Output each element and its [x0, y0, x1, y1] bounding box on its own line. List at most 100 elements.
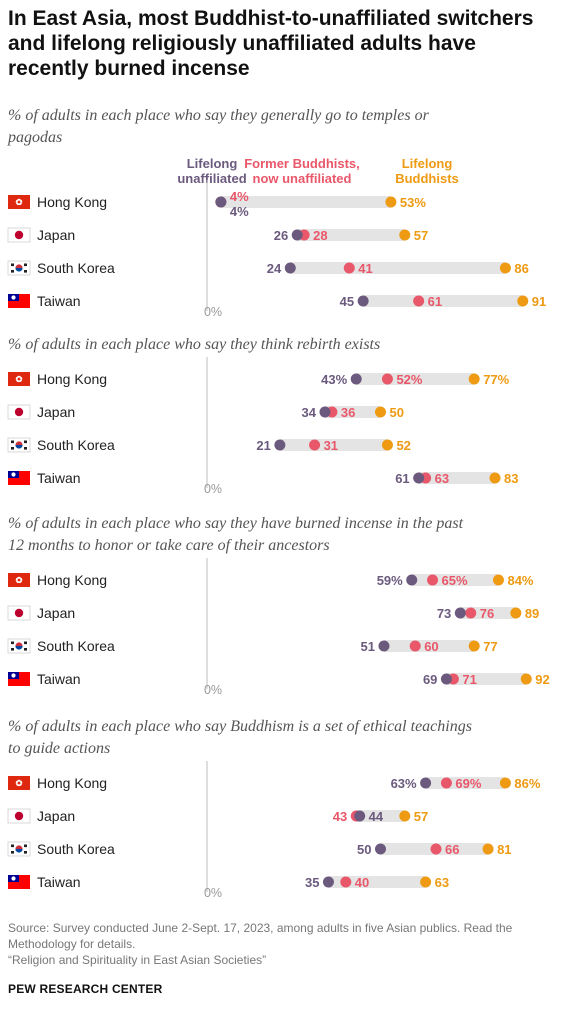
japan-flag-icon — [7, 404, 31, 420]
country-label: Hong Kong — [37, 371, 107, 387]
dot-lifelong-buddhists — [385, 196, 397, 208]
dot-lifelong-unaffiliated — [357, 295, 369, 307]
hong-kong-flag-icon — [8, 195, 30, 209]
country-label: South Korea — [37, 841, 115, 857]
dot-lifelong-unaffiliated — [350, 373, 362, 385]
label-former-buddhists: 52% — [396, 372, 422, 387]
label-lifelong-unaffiliated: 43% — [321, 372, 347, 387]
row-japan: Japan 43 44 57 — [7, 808, 428, 824]
row-south-korea: South Korea 21 31 52 — [7, 437, 411, 453]
row-hong-kong: Hong Kong 59% 65% 84% — [8, 572, 534, 588]
dot-former-buddhists — [309, 439, 321, 451]
label-lifelong-buddhists: 92 — [535, 672, 549, 687]
label-lifelong-unaffiliated: 51 — [361, 639, 375, 654]
dot-lifelong-buddhists — [375, 406, 386, 418]
label-former-buddhists: 4% — [230, 189, 249, 204]
row-south-korea: South Korea 50 66 81 — [7, 841, 512, 857]
country-label: Taiwan — [37, 671, 81, 687]
panel-subtitle: pagodas — [7, 129, 62, 146]
row-south-korea: South Korea 51 60 77 — [7, 638, 498, 654]
dot-lifelong-unaffiliated — [274, 439, 286, 451]
range-bar — [290, 262, 506, 274]
taiwan-flag-icon — [8, 672, 30, 686]
legend-lifelong-buddhists: Lifelong — [402, 156, 453, 171]
dot-lifelong-buddhists — [468, 640, 480, 652]
south-korea-flag-icon — [7, 437, 31, 453]
country-label: Hong Kong — [37, 572, 107, 588]
label-former-buddhists: 65% — [442, 573, 468, 588]
dot-lifelong-unaffiliated — [420, 777, 432, 789]
dot-lifelong-unaffiliated — [319, 406, 331, 418]
dot-lifelong-buddhists — [520, 673, 532, 685]
label-former-buddhists: 41 — [358, 261, 372, 276]
dot-lifelong-buddhists — [420, 876, 432, 888]
label-lifelong-unaffiliated: 44 — [369, 809, 384, 824]
axis-zero-label: 0% — [204, 683, 222, 697]
legend-lifelong-unaffiliated: unaffiliated — [177, 171, 246, 186]
range-bar — [363, 295, 523, 307]
row-taiwan: Taiwan 61 63 83 — [8, 470, 518, 486]
label-lifelong-unaffiliated: 34 — [302, 405, 317, 420]
label-former-buddhists: 71 — [462, 672, 476, 687]
dot-former-buddhists — [340, 876, 352, 888]
label-lifelong-buddhists: 91 — [532, 294, 546, 309]
dot-former-buddhists — [381, 373, 393, 385]
country-label: South Korea — [37, 638, 115, 654]
taiwan-flag-icon — [8, 294, 30, 308]
hong-kong-flag-icon — [8, 372, 30, 386]
country-label: South Korea — [37, 260, 115, 276]
axis-zero-label: 0% — [204, 305, 222, 319]
label-former-buddhists: 28 — [313, 228, 327, 243]
dot-lifelong-buddhists — [489, 472, 501, 484]
label-former-buddhists: 43 — [333, 809, 347, 824]
row-hong-kong: Hong Kong 43% 52% 77% — [8, 371, 510, 387]
country-label: South Korea — [37, 437, 115, 453]
panel-subtitle: % of adults in each place who say Buddhi… — [8, 718, 472, 735]
axis-zero-label: 0% — [204, 886, 222, 900]
label-lifelong-buddhists: 86 — [514, 261, 528, 276]
label-lifelong-buddhists: 89 — [525, 606, 539, 621]
label-lifelong-unaffiliated: 73 — [437, 606, 451, 621]
label-lifelong-unaffiliated: 45 — [340, 294, 354, 309]
axis-zero-label: 0% — [204, 482, 222, 496]
dot-lifelong-unaffiliated — [406, 574, 418, 586]
chart-title: In East Asia, most Buddhist-to-unaffilia… — [8, 7, 534, 80]
japan-flag-icon — [7, 605, 31, 621]
legend-lifelong-buddhists: Buddhists — [395, 171, 459, 186]
dot-lifelong-buddhists — [381, 439, 393, 451]
south-korea-flag-icon — [7, 841, 31, 857]
dot-lifelong-unaffiliated — [413, 472, 425, 484]
label-lifelong-buddhists: 63 — [435, 875, 449, 890]
hong-kong-flag-icon — [8, 573, 30, 587]
country-label: Taiwan — [37, 293, 81, 309]
panel-subtitle: % of adults in each place who say they h… — [8, 515, 464, 532]
label-former-buddhists: 31 — [324, 438, 338, 453]
label-former-buddhists: 61 — [428, 294, 442, 309]
label-former-buddhists: 36 — [341, 405, 355, 420]
row-japan: Japan 26 28 57 — [7, 227, 428, 243]
dot-former-buddhists — [430, 843, 442, 855]
dot-former-buddhists — [465, 607, 477, 619]
label-lifelong-unaffiliated: 69 — [423, 672, 437, 687]
dot-lifelong-buddhists — [468, 373, 480, 385]
dot-lifelong-buddhists — [492, 574, 504, 586]
dot-lifelong-unaffiliated — [378, 640, 390, 652]
dot-lifelong-buddhists — [499, 262, 511, 274]
dot-lifelong-unaffiliated — [215, 196, 227, 208]
dot-lifelong-buddhists — [399, 229, 411, 241]
label-lifelong-buddhists: 77 — [483, 639, 497, 654]
dot-former-buddhists — [343, 262, 355, 274]
range-bar — [356, 810, 405, 822]
row-hong-kong: Hong Kong 63% 69% 86% — [8, 775, 541, 791]
range-bar — [220, 196, 391, 208]
chart-panel-3: % of adults in each place who say they h… — [7, 515, 550, 697]
panel-subtitle: % of adults in each place who say they t… — [8, 336, 380, 353]
label-lifelong-unaffiliated: 61 — [395, 471, 409, 486]
range-bar — [446, 673, 527, 685]
south-korea-flag-icon — [7, 260, 31, 276]
label-lifelong-unaffiliated: 59% — [377, 573, 403, 588]
footer: Source: Survey conducted June 2-Sept. 17… — [8, 920, 556, 996]
label-lifelong-unaffiliated: 50 — [357, 842, 371, 857]
panel-subtitle: % of adults in each place who say they g… — [8, 107, 430, 124]
label-former-buddhists: 76 — [480, 606, 494, 621]
